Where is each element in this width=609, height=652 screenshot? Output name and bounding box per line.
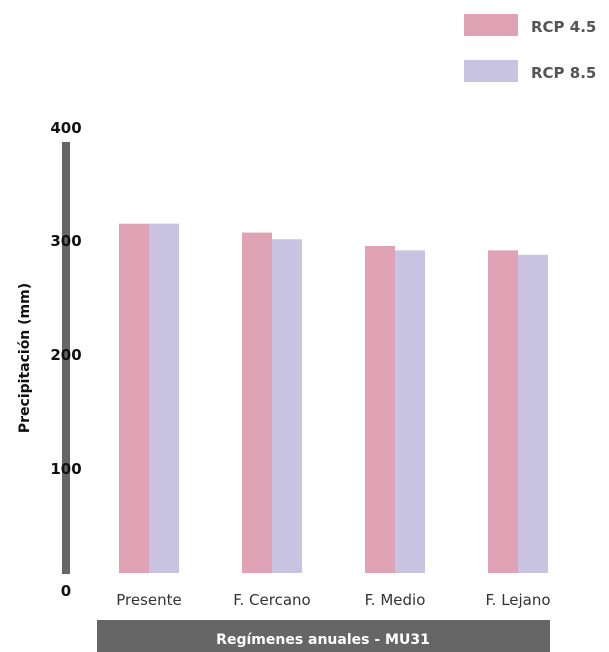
x-axis-title: Regímenes anuales - MU31 <box>216 632 430 648</box>
y-tick-label-100: 100 <box>50 460 81 478</box>
x-tick-label-f-medio: F. Medio <box>365 591 426 609</box>
bar-rcp85-1 <box>272 239 302 573</box>
y-tick-label-200: 200 <box>50 346 81 364</box>
bar-rcp45-2 <box>365 245 395 574</box>
x-tick-label-f-lejano: F. Lejano <box>485 591 550 609</box>
legend-swatch-rcp45 <box>464 14 518 36</box>
y-axis-line <box>62 142 70 574</box>
x-tick-labels: Presente F. Cercano F. Medio F. Lejano <box>116 591 550 609</box>
bar-rcp85-3 <box>518 254 548 573</box>
x-tick-label-presente: Presente <box>116 591 182 609</box>
y-axis-title: Precipitación (mm) <box>17 283 33 433</box>
bar-rcp85-2 <box>395 250 425 573</box>
legend: RCP 4.5 RCP 8.5 <box>464 14 596 82</box>
x-tick-label-f-cercano: F. Cercano <box>233 591 310 609</box>
legend-label-rcp45: RCP 4.5 <box>531 18 596 36</box>
y-tick-label-400: 400 <box>50 119 81 137</box>
bar-rcp45-3 <box>488 250 518 573</box>
bar-rcp45-0 <box>119 223 149 574</box>
bars <box>119 223 548 574</box>
y-tick-label-0: 0 <box>61 582 71 600</box>
y-tick-labels: 0 100 200 300 400 <box>50 119 81 600</box>
legend-label-rcp85: RCP 8.5 <box>531 64 596 82</box>
legend-swatch-rcp85 <box>464 60 518 82</box>
bar-rcp85-0 <box>149 223 179 574</box>
x-axis-title-bar <box>97 620 550 652</box>
y-tick-label-300: 300 <box>50 232 81 250</box>
bar-rcp45-1 <box>242 232 272 573</box>
